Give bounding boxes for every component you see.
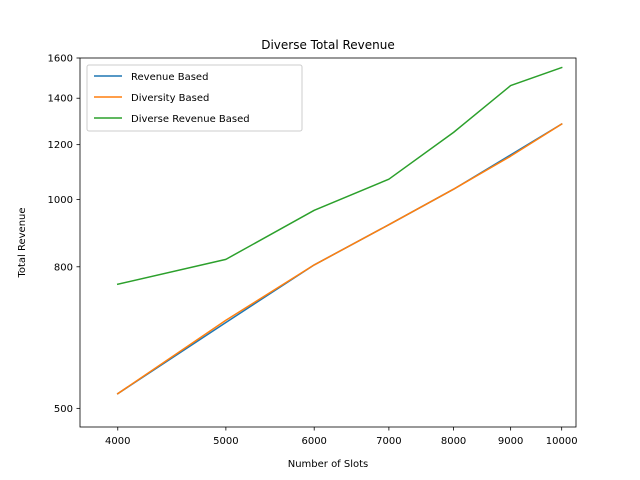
series-line-2 [116, 123, 563, 395]
y-tick-label: 1200 [48, 140, 73, 151]
plot-frame [79, 57, 577, 428]
y-tick-label: 800 [54, 262, 73, 273]
x-tick-label: 6000 [301, 436, 326, 447]
x-tick-label: 7000 [376, 436, 401, 447]
series-line-3 [116, 66, 563, 286]
y-axis-label: Total Revenue [17, 207, 28, 278]
x-axis: 4000 5000 6000 7000 8000 9000 10000 [105, 427, 578, 447]
legend: Revenue Based Diversity Based Diverse Reve… [86, 64, 303, 132]
x-tick-label: 4000 [105, 436, 130, 447]
y-tick-label: 1000 [48, 195, 73, 206]
y-tick-label: 1400 [48, 94, 73, 105]
legend-box [86, 64, 303, 132]
y-axis: 500 800 1000 1200 1400 1600 [48, 54, 80, 415]
x-axis-label: Number of Slots [288, 459, 369, 470]
legend-label: Diverse Revenue Based [131, 114, 250, 125]
legend-label: Revenue Based [131, 72, 208, 83]
y-tick-label: 1600 [48, 54, 73, 65]
x-tick-label: 8000 [441, 436, 466, 447]
chart-title: Diverse Total Revenue [261, 38, 395, 52]
x-tick-label: 10000 [546, 436, 578, 447]
y-tick-label: 500 [54, 404, 73, 415]
plot-marks [116, 66, 563, 395]
x-tick-label: 9000 [498, 436, 523, 447]
x-tick-label: 5000 [213, 436, 238, 447]
legend-label: Diversity Based [131, 93, 209, 104]
